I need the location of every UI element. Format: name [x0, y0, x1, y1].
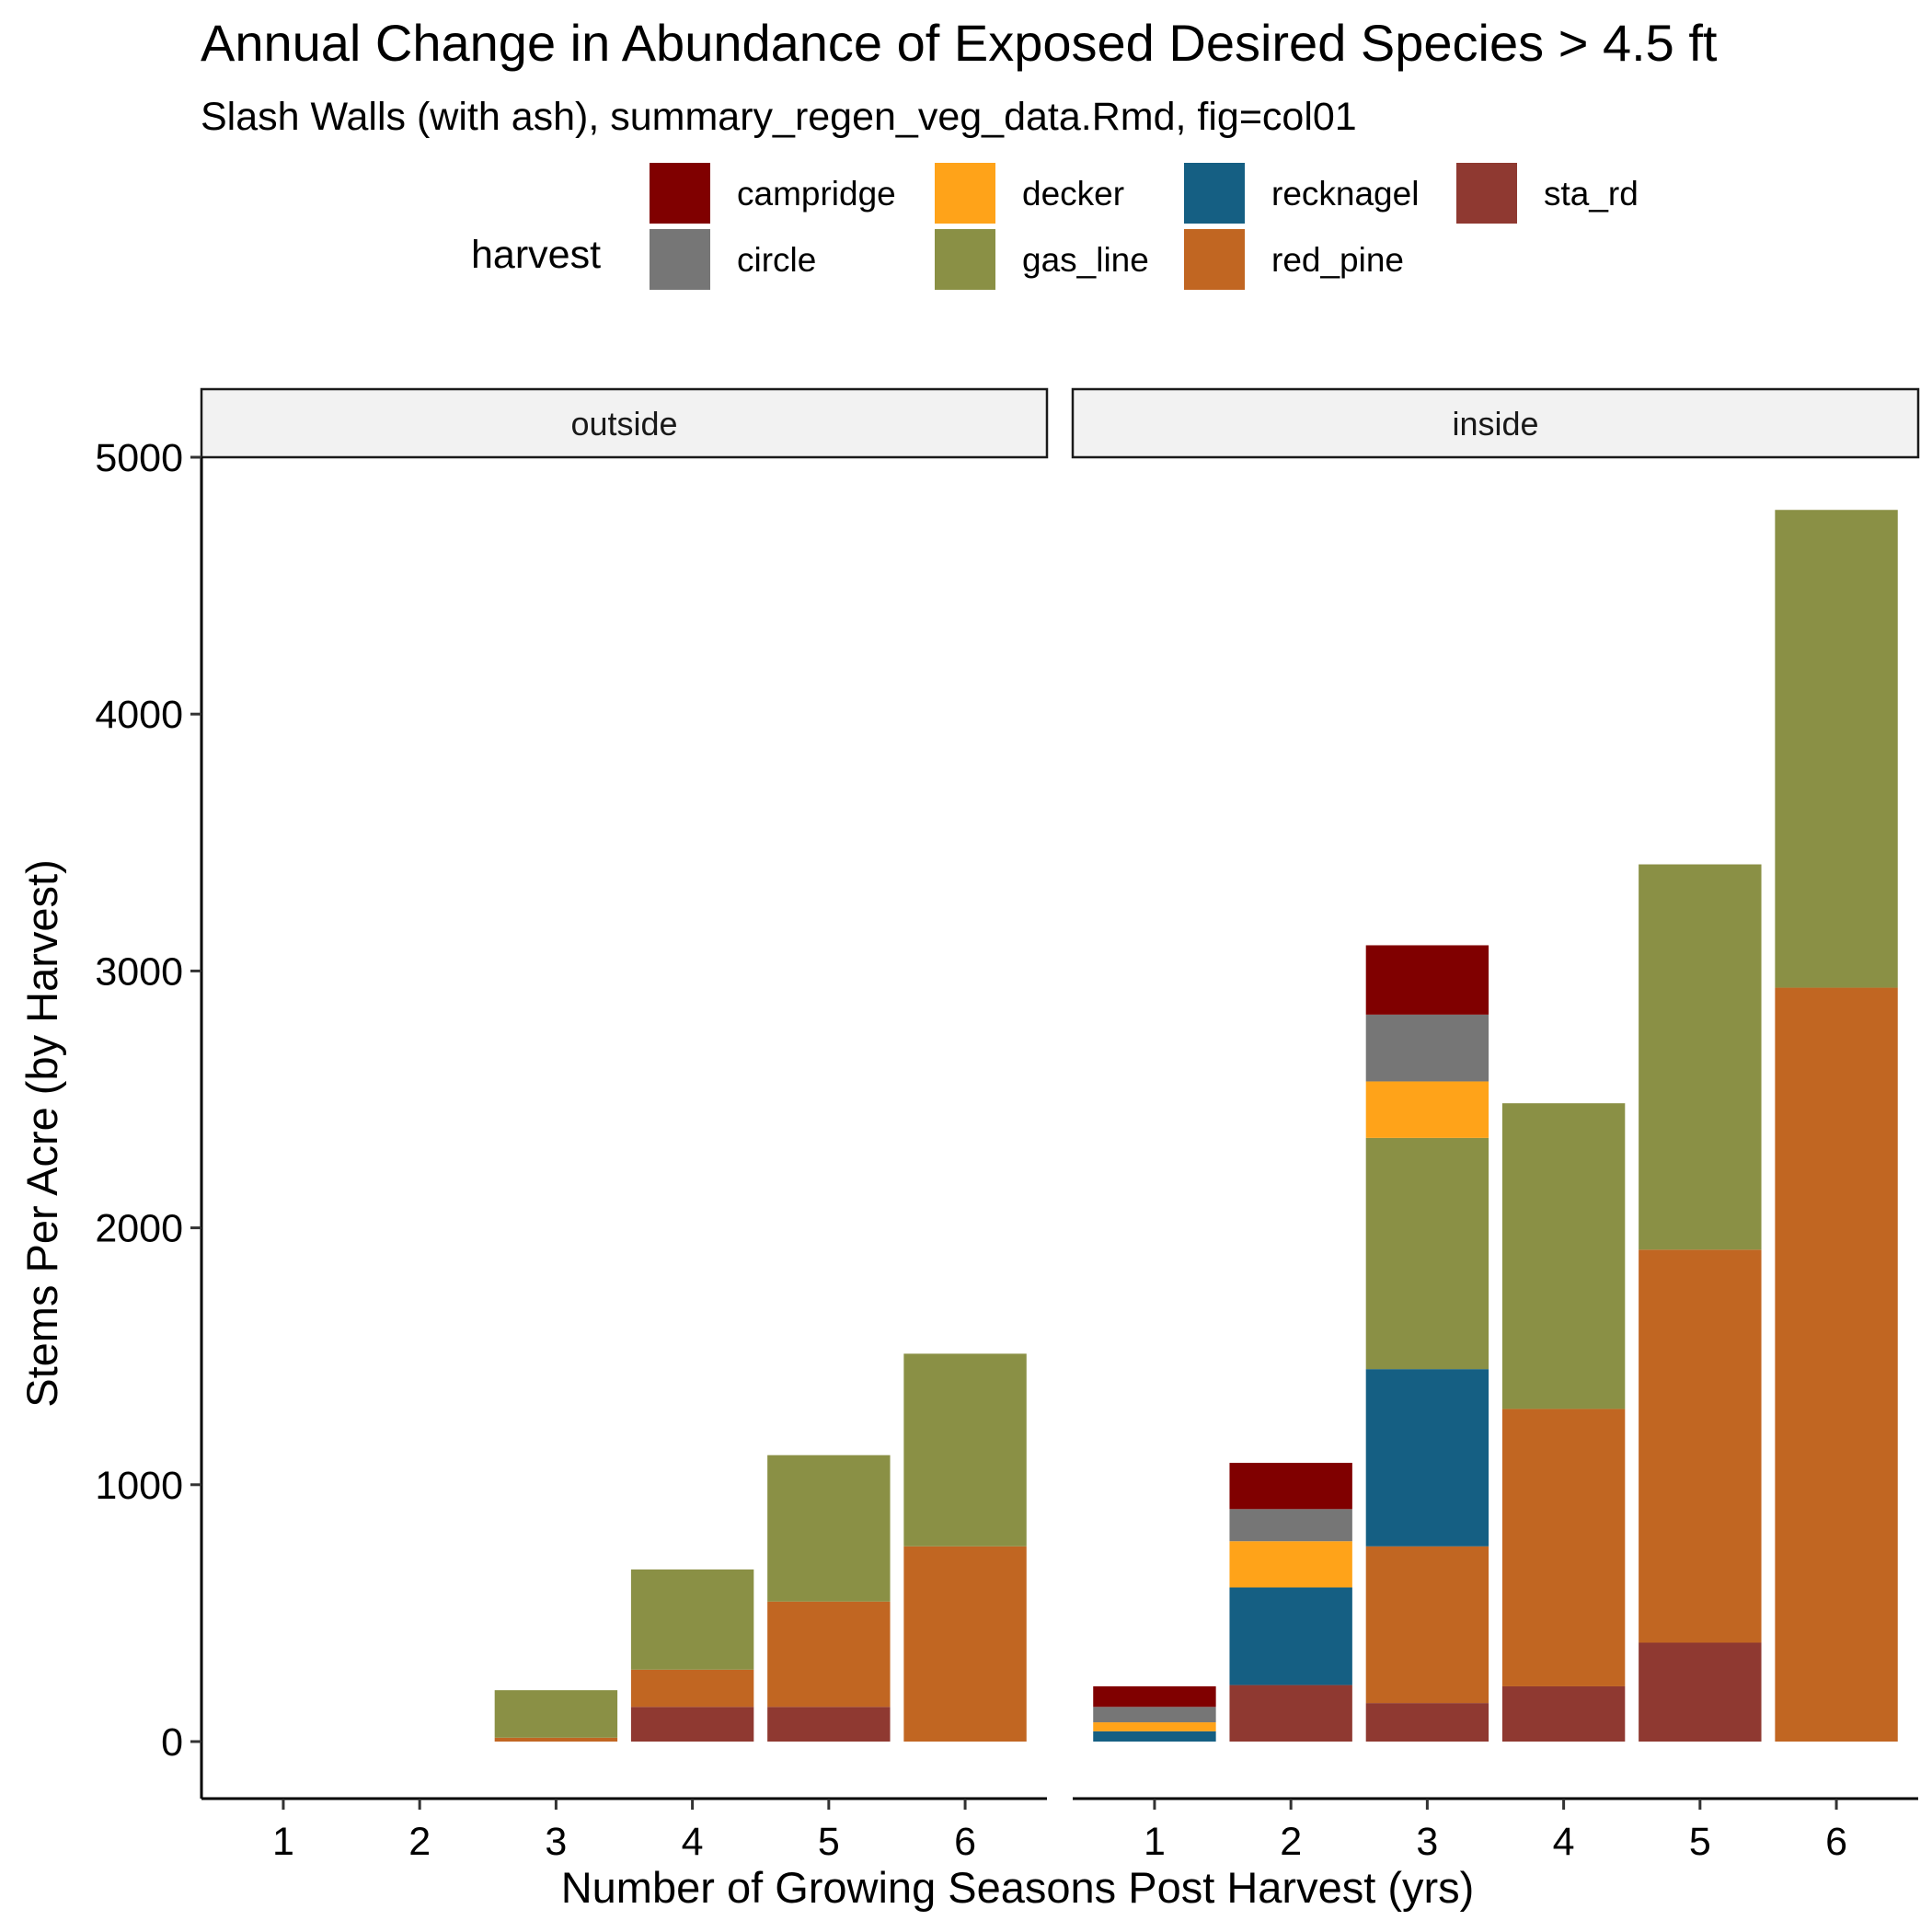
strip-label-outside: outside — [570, 405, 677, 443]
x-tick-label-outside-4: 4 — [682, 1820, 704, 1864]
bar-inside-3-recknagel — [1365, 1369, 1489, 1547]
x-tick-label-inside-1: 1 — [1144, 1820, 1166, 1864]
x-axis-title: Number of Growing Seasons Post Harvest (… — [561, 1863, 1475, 1912]
legend-swatch-recknagel — [1184, 163, 1245, 224]
y-tick-label-2000: 2000 — [95, 1207, 183, 1251]
bar-outside-6-red_pine — [903, 1546, 1027, 1742]
legend-swatch-decker — [935, 163, 995, 224]
x-tick-label-inside-3: 3 — [1416, 1820, 1438, 1864]
legend-label-red_pine: red_pine — [1271, 241, 1404, 279]
panel-inside: inside 1 2 3 4 5 6 — [1071, 387, 1920, 1864]
bar-inside-3-red_pine — [1365, 1546, 1489, 1704]
legend-label-recknagel: recknagel — [1271, 175, 1419, 213]
bar-outside-4-gas_line — [630, 1569, 754, 1670]
bar-outside-3-red_pine — [494, 1737, 618, 1742]
x-tick-label-inside-5: 5 — [1689, 1820, 1711, 1864]
y-axis-title: Stems Per Acre (by Harvest) — [17, 859, 66, 1408]
legend-swatch-campridge — [650, 163, 710, 224]
x-tick-label-outside-2: 2 — [408, 1820, 431, 1864]
bar-inside-1-recknagel — [1093, 1731, 1216, 1742]
x-tick-label-outside-3: 3 — [545, 1820, 567, 1864]
chart-title: Annual Change in Abundance of Exposed De… — [201, 14, 1718, 72]
y-tick-label-4000: 4000 — [95, 693, 183, 737]
x-tick-label-inside-2: 2 — [1280, 1820, 1302, 1864]
legend-title: harvest — [471, 233, 601, 277]
bar-outside-4-sta_rd — [630, 1707, 754, 1742]
bar-inside-3-circle — [1365, 1014, 1489, 1082]
y-tick-label-0: 0 — [161, 1720, 183, 1765]
bar-inside-1-decker — [1093, 1722, 1216, 1731]
y-tick-label-1000: 1000 — [95, 1464, 183, 1508]
y-tick-label-3000: 3000 — [95, 949, 183, 994]
legend-swatch-circle — [650, 229, 710, 290]
x-tick-label-outside-5: 5 — [818, 1820, 840, 1864]
bar-outside-4-red_pine — [630, 1669, 754, 1708]
x-tick-label-outside-1: 1 — [272, 1820, 294, 1864]
legend-swatch-red_pine — [1184, 229, 1245, 290]
bar-outside-3-gas_line — [494, 1690, 618, 1738]
legend-label-campridge: campridge — [737, 175, 896, 213]
bar-inside-6-red_pine — [1775, 987, 1898, 1742]
bar-inside-4-sta_rd — [1501, 1685, 1626, 1742]
bar-inside-4-gas_line — [1501, 1103, 1626, 1409]
plot-panels: outside 1 2 3 4 5 6 inside 1 2 3 4 5 6 0 1000 2000 3000 40… — [95, 387, 1920, 1864]
bar-outside-5-sta_rd — [767, 1707, 891, 1742]
legend-swatch-gas_line — [935, 229, 995, 290]
bar-inside-3-decker — [1365, 1081, 1489, 1138]
legend-label-gas_line: gas_line — [1022, 241, 1149, 279]
bar-outside-5-red_pine — [767, 1601, 891, 1708]
bar-inside-5-gas_line — [1639, 864, 1762, 1250]
bar-inside-5-sta_rd — [1639, 1642, 1762, 1742]
legend-label-circle: circle — [737, 241, 816, 279]
bar-outside-5-gas_line — [767, 1455, 891, 1602]
bar-inside-2-campridge — [1229, 1463, 1352, 1510]
x-tick-label-inside-4: 4 — [1553, 1820, 1575, 1864]
bar-inside-2-recknagel — [1229, 1587, 1352, 1685]
bar-inside-2-circle — [1229, 1509, 1352, 1542]
legend: harvest campridge circle decker gas_line rec… — [471, 163, 1639, 290]
bar-outside-6-gas_line — [903, 1353, 1027, 1547]
y-axis: 0 1000 2000 3000 4000 5000 — [95, 436, 203, 1799]
chart-subtitle: Slash Walls (with ash), summary_regen_ve… — [201, 95, 1357, 139]
bar-inside-2-decker — [1229, 1541, 1352, 1588]
x-tick-label-outside-6: 6 — [954, 1820, 976, 1864]
legend-label-decker: decker — [1022, 175, 1124, 213]
bar-inside-5-red_pine — [1639, 1249, 1762, 1643]
x-tick-label-inside-6: 6 — [1825, 1820, 1847, 1864]
bar-inside-1-campridge — [1093, 1685, 1216, 1708]
legend-swatch-sta_rd — [1456, 163, 1517, 224]
bar-inside-2-sta_rd — [1229, 1685, 1352, 1742]
bar-inside-4-red_pine — [1501, 1409, 1626, 1686]
legend-label-sta_rd: sta_rd — [1544, 175, 1639, 213]
panel-outside: outside 1 2 3 4 5 6 — [200, 387, 1049, 1864]
bar-inside-6-gas_line — [1775, 510, 1898, 988]
y-tick-label-5000: 5000 — [95, 436, 183, 480]
bar-inside-3-sta_rd — [1365, 1703, 1489, 1742]
strip-inside — [1071, 387, 1920, 459]
strip-label-inside: inside — [1452, 405, 1538, 443]
bar-inside-3-gas_line — [1365, 1137, 1489, 1370]
bar-inside-1-circle — [1093, 1707, 1216, 1723]
strip-outside — [200, 387, 1049, 459]
bar-inside-3-campridge — [1365, 945, 1489, 1015]
